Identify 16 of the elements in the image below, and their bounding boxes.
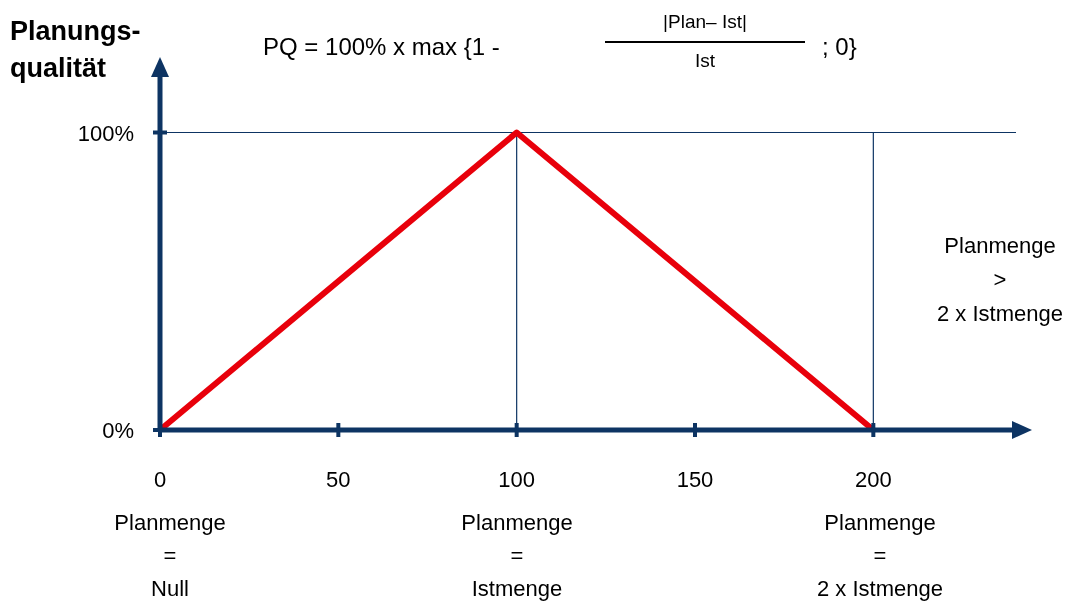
x-tick-label: 100 (498, 467, 536, 492)
text: ; 0} (822, 33, 857, 60)
text: Planmenge = Istmenge (461, 510, 573, 601)
y-tick-label: 0% (102, 418, 134, 443)
text: PQ = 100% x max {1 - (263, 33, 500, 60)
annotation: Planmenge > 2 x Istmenge (937, 233, 1063, 326)
text: Planmenge = Null (114, 510, 226, 601)
y-tick-label: 100% (77, 120, 134, 146)
x-tick-label: 50 (326, 467, 351, 492)
x-tick-label: 0 (153, 467, 167, 492)
y-axis-title: Planungs- qualität (10, 16, 141, 83)
text: Ist (694, 50, 716, 71)
text: Planmenge = 2 x Istmenge (817, 510, 943, 601)
text: |Plan– Ist| (663, 11, 747, 32)
x-tick-label: 200 (854, 467, 892, 492)
x-tick-label: 150 (676, 467, 714, 492)
